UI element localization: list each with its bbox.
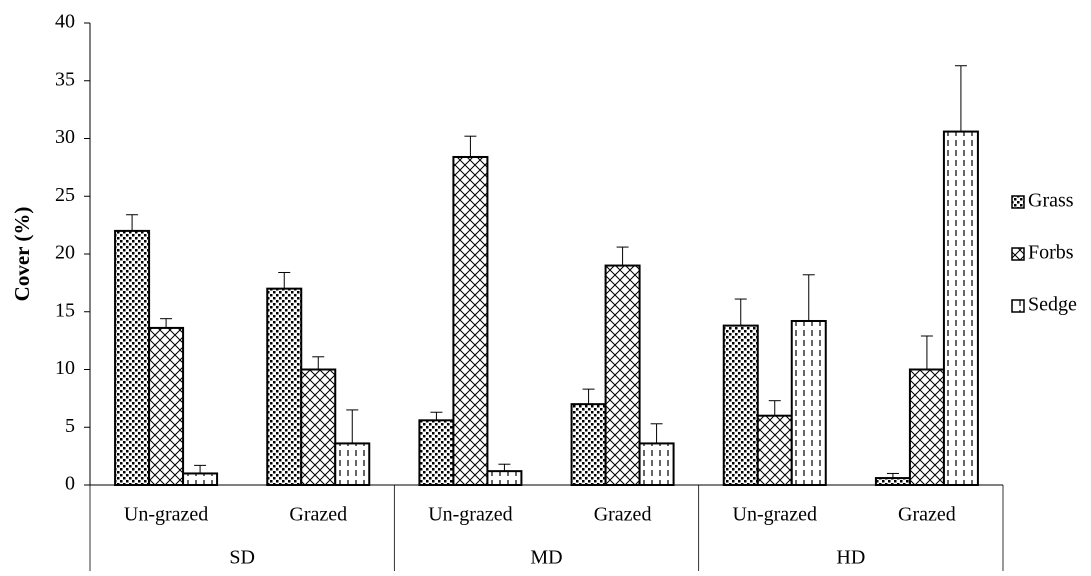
x-tick-label: Grazed xyxy=(289,504,347,526)
legend-label: Grass xyxy=(1028,190,1074,212)
y-tick-label: 35 xyxy=(55,68,75,90)
x-tick-label: Grazed xyxy=(898,504,956,526)
bar xyxy=(334,442,371,487)
y-tick-label: 5 xyxy=(65,415,75,437)
legend-label: Forbs xyxy=(1028,242,1074,264)
x-tick-label: Un-grazed xyxy=(124,504,208,526)
legend-swatch xyxy=(1011,247,1025,261)
y-tick-label: 15 xyxy=(55,299,75,321)
group-label: SD xyxy=(229,547,255,569)
bar xyxy=(452,155,489,486)
bar xyxy=(182,472,219,487)
x-tick-label: Un-grazed xyxy=(428,504,512,526)
bar xyxy=(148,326,185,487)
bar xyxy=(638,442,675,487)
bar xyxy=(418,419,455,487)
bar xyxy=(722,324,759,486)
bar xyxy=(756,414,793,487)
x-tick-label: Un-grazed xyxy=(733,504,817,526)
y-tick-label: 20 xyxy=(55,242,75,264)
bar xyxy=(570,403,607,486)
bar xyxy=(604,264,641,486)
group-label: HD xyxy=(836,547,865,569)
bar xyxy=(266,287,303,486)
y-axis-label: Cover (%) xyxy=(10,207,34,302)
legend-label: Sedge xyxy=(1028,294,1077,316)
bar xyxy=(908,368,945,486)
group-label: MD xyxy=(530,547,562,569)
bar xyxy=(942,130,979,486)
y-tick-label: 10 xyxy=(55,357,75,379)
bar xyxy=(790,319,827,486)
y-tick-label: 30 xyxy=(55,126,75,148)
bar xyxy=(486,470,523,487)
x-tick-label: Grazed xyxy=(594,504,652,526)
bar xyxy=(874,477,911,487)
y-tick-label: 0 xyxy=(65,473,75,495)
y-tick-label: 25 xyxy=(55,184,75,206)
bar xyxy=(300,368,337,486)
bar xyxy=(114,229,151,486)
legend-swatch xyxy=(1011,299,1025,313)
legend-swatch xyxy=(1011,195,1025,209)
y-tick-label: 40 xyxy=(55,11,75,33)
